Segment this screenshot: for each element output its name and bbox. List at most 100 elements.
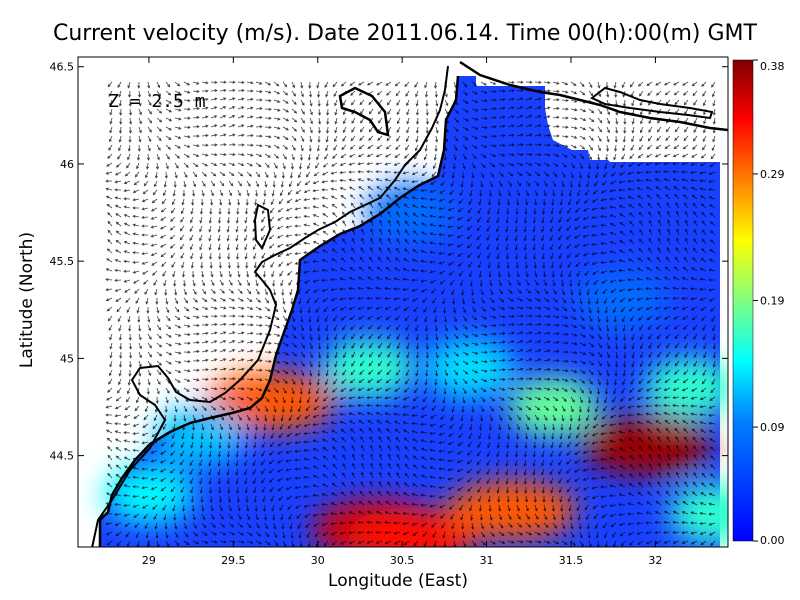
velocity-arrow [290,531,294,539]
velocity-arrow [226,477,230,485]
velocity-arrow [558,486,563,494]
velocity-arrow [542,496,546,503]
velocity-arrow [165,144,171,150]
velocity-arrow [405,135,410,143]
velocity-arrow [543,349,551,353]
velocity-arrow [543,306,551,310]
velocity-arrow [516,331,524,335]
velocity-arrow [300,360,305,367]
velocity-arrow [568,504,572,512]
velocity-arrow [330,522,338,526]
velocity-arrow [192,405,198,412]
velocity-arrow [404,238,410,245]
velocity-arrow [253,252,257,260]
velocity-arrow [379,444,383,452]
velocity-arrow [210,314,218,318]
velocity-arrow [542,207,546,215]
velocity-arrow [269,450,275,456]
velocity-arrow [368,135,374,141]
velocity-arrow [692,257,698,263]
velocity-arrow [702,229,707,236]
velocity-arrow [534,279,539,286]
velocity-arrow [525,531,533,536]
velocity-arrow [627,522,635,526]
velocity-arrow [385,81,392,86]
velocity-arrow [676,210,680,218]
velocity-arrow [396,99,401,106]
velocity-arrow [411,493,419,497]
velocity-arrow [420,205,428,209]
velocity-arrow [434,90,438,98]
velocity-arrow [709,249,716,254]
velocity-arrow [156,360,163,366]
velocity-arrow [618,493,626,497]
velocity-arrow [210,171,217,177]
velocity-arrow [586,180,590,188]
velocity-arrow [622,378,626,386]
velocity-arrow [574,225,581,230]
speed-hotspot [644,357,728,418]
velocity-arrow [201,423,205,431]
velocity-arrow [489,306,496,311]
velocity-arrow [421,522,428,527]
velocity-arrow [692,324,698,331]
velocity-arrow [396,228,401,236]
velocity-arrow [403,258,410,263]
velocity-arrow [552,405,558,412]
velocity-arrow [294,215,302,219]
velocity-arrow [264,81,272,86]
velocity-arrow [237,540,245,544]
velocity-arrow [628,162,635,167]
velocity-arrow [285,441,293,446]
velocity-arrow [709,162,716,168]
velocity-arrow [339,170,347,175]
velocity-arrow [125,396,131,403]
velocity-arrow [252,243,257,251]
velocity-arrow [645,277,653,281]
velocity-arrow [132,260,140,264]
velocity-arrow [701,315,707,322]
velocity-arrow [209,441,213,449]
velocity-arrow [295,504,302,509]
velocity-arrow [237,124,245,128]
velocity-arrow [226,459,230,467]
velocity-arrow [656,324,662,330]
velocity-arrow [308,144,312,152]
velocity-arrow [618,513,626,517]
velocity-arrow [385,194,392,200]
velocity-arrow [219,314,227,318]
velocity-arrow [516,423,520,431]
velocity-arrow [710,387,716,394]
velocity-arrow [665,427,671,434]
velocity-arrow [360,436,365,443]
velocity-arrow [552,522,557,529]
velocity-arrow [588,360,595,366]
velocity-arrow [611,297,617,304]
velocity-arrow [321,414,329,418]
velocity-arrow [156,126,163,132]
velocity-arrow [656,256,662,263]
velocity-arrow [498,171,504,177]
velocity-arrow [570,81,577,86]
velocity-arrow [379,471,383,479]
velocity-arrow [228,279,233,286]
velocity-arrow [119,108,123,116]
velocity-arrow [201,189,205,197]
velocity-arrow [602,288,608,295]
velocity-arrow [246,414,251,422]
velocity-arrow [334,135,338,143]
velocity-arrow [339,297,347,301]
velocity-arrow [609,439,617,443]
velocity-arrow [294,198,302,202]
velocity-arrow [566,216,572,223]
velocity-arrow [132,251,140,255]
velocity-arrow [587,531,591,539]
velocity-arrow [451,171,455,179]
velocity-arrow [312,222,320,227]
velocity-arrow [429,197,437,202]
velocity-arrow [574,486,581,492]
velocity-arrow [456,243,464,248]
velocity-arrow [700,257,707,263]
velocity-arrow [321,493,329,497]
velocity-arrow [507,133,515,137]
